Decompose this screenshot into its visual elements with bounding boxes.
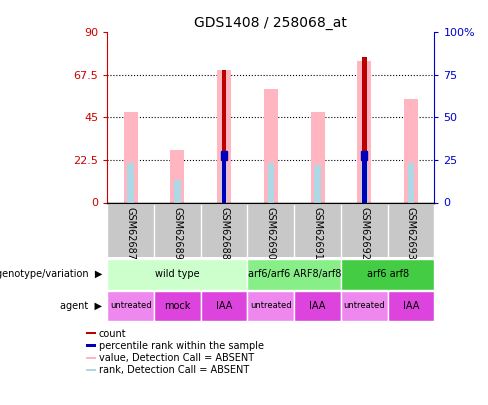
Bar (124, 112, 138, 202)
Text: percentile rank within the sample: percentile rank within the sample (99, 341, 264, 351)
Bar (341, 291, 387, 321)
Bar (267, 163, 274, 202)
Bar (407, 163, 414, 202)
Bar (314, 165, 321, 202)
Text: mock: mock (164, 301, 191, 311)
Bar (222, 155, 226, 202)
Text: untreated: untreated (250, 301, 292, 310)
Text: genotype/variation  ▶: genotype/variation ▶ (0, 269, 102, 279)
Text: GSM62689: GSM62689 (172, 207, 183, 260)
Text: arf6 arf8: arf6 arf8 (366, 269, 408, 279)
Bar (357, 61, 371, 202)
Text: IAA: IAA (216, 301, 232, 311)
Text: untreated: untreated (110, 301, 152, 310)
Bar (222, 70, 226, 202)
Text: IAA: IAA (309, 301, 325, 311)
Text: count: count (99, 328, 126, 339)
Bar (154, 291, 201, 321)
Bar (86, 345, 96, 347)
Bar (217, 70, 231, 202)
Text: GSM62692: GSM62692 (359, 207, 369, 260)
Bar (294, 291, 341, 321)
Bar (107, 291, 154, 321)
Bar (404, 98, 418, 202)
Text: GSM62691: GSM62691 (312, 207, 323, 260)
Bar (86, 356, 96, 359)
Bar (170, 149, 184, 202)
Text: GSM62690: GSM62690 (266, 207, 276, 260)
Text: GSM62687: GSM62687 (126, 207, 136, 260)
Bar (247, 259, 341, 290)
Text: arf6/arf6 ARF8/arf8: arf6/arf6 ARF8/arf8 (247, 269, 341, 279)
Bar (361, 163, 367, 202)
Bar (247, 291, 294, 321)
Text: agent  ▶: agent ▶ (61, 301, 102, 311)
Bar (362, 155, 366, 202)
Text: wild type: wild type (155, 269, 200, 279)
Bar (310, 112, 325, 202)
Text: GSM62688: GSM62688 (219, 207, 229, 260)
Bar (174, 180, 181, 202)
Bar (362, 151, 367, 160)
Bar (86, 333, 96, 335)
Title: GDS1408 / 258068_at: GDS1408 / 258068_at (194, 16, 347, 30)
Bar (107, 259, 247, 290)
Bar (86, 369, 96, 371)
Text: rank, Detection Call = ABSENT: rank, Detection Call = ABSENT (99, 365, 249, 375)
Bar (222, 151, 227, 160)
Bar (362, 57, 366, 202)
Text: untreated: untreated (344, 301, 385, 310)
Bar (387, 291, 434, 321)
Bar (221, 163, 227, 202)
Text: IAA: IAA (403, 301, 419, 311)
Text: GSM62693: GSM62693 (406, 207, 416, 260)
Bar (127, 163, 134, 202)
Bar (201, 291, 247, 321)
Bar (341, 259, 434, 290)
Text: value, Detection Call = ABSENT: value, Detection Call = ABSENT (99, 353, 254, 363)
Bar (264, 89, 278, 202)
